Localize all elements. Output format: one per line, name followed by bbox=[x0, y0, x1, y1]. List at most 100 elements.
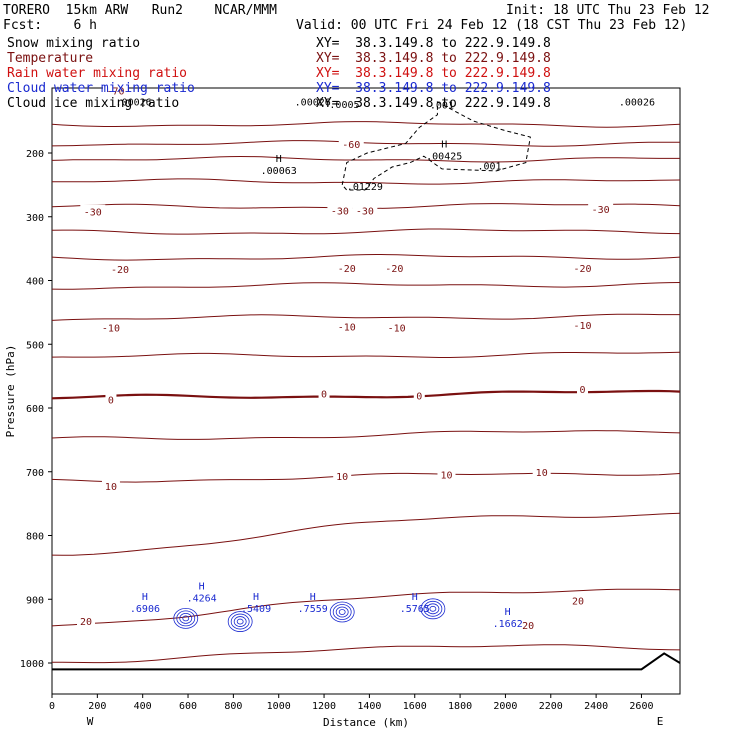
y-tick-label: 800 bbox=[26, 532, 44, 543]
isotherm-label: 0 bbox=[416, 391, 422, 402]
cloud-water-ring bbox=[179, 612, 193, 624]
cloud-water-ring bbox=[423, 600, 443, 617]
legend-snow-label: Snow mixing ratio bbox=[7, 36, 141, 51]
cloud-water-ring bbox=[173, 607, 199, 629]
isotherm-label-bg bbox=[333, 469, 352, 482]
x-tick-label: 2000 bbox=[493, 701, 517, 712]
x-tick-label: 1200 bbox=[312, 701, 336, 712]
cloud-water-ring bbox=[426, 603, 440, 615]
isotherm-label-bg bbox=[381, 260, 407, 273]
x-tick-label: 1000 bbox=[267, 701, 291, 712]
isotherm-label: -20 bbox=[111, 265, 129, 276]
isotherm-line bbox=[51, 313, 680, 321]
isotherm-label-bg bbox=[570, 318, 596, 331]
legend-cloud-water-xy: XY= 38.3.149.8 to 222.9.149.8 bbox=[316, 81, 551, 96]
isotherm-line bbox=[51, 588, 681, 627]
isotherm-label-bg bbox=[334, 260, 360, 273]
cloud-water-max-label: H bbox=[505, 607, 511, 618]
east-label: E bbox=[657, 715, 664, 728]
x-tick-label: 1600 bbox=[403, 701, 427, 712]
cloud-water-ring bbox=[332, 604, 352, 620]
isotherm-line bbox=[51, 178, 681, 185]
isotherm-label: -10 bbox=[573, 321, 591, 332]
ice-max-label: H bbox=[441, 139, 447, 150]
isotherm-label-bg bbox=[570, 260, 596, 273]
isotherm-label: 0 bbox=[321, 389, 327, 400]
isotherm-label-bg bbox=[77, 613, 96, 626]
isotherm-line bbox=[51, 472, 681, 483]
isotherm-label-bg bbox=[101, 478, 120, 491]
isotherm-line bbox=[52, 644, 681, 664]
cloud-water-max-label: H bbox=[253, 592, 259, 603]
isotherm-label-bg bbox=[588, 202, 614, 215]
isotherm-line bbox=[51, 282, 681, 290]
isotherm-label-bg bbox=[318, 386, 330, 399]
ice-max-value: .00425 bbox=[426, 151, 462, 162]
cloud-ice-contour bbox=[341, 101, 531, 191]
x-tick-label: 2600 bbox=[629, 701, 653, 712]
cloud-water-ring bbox=[227, 611, 253, 632]
legend-cloud-water-label: Cloud water mixing ratio bbox=[7, 81, 195, 96]
x-tick-label: 2200 bbox=[539, 701, 563, 712]
isotherm-label: 10 bbox=[440, 470, 452, 481]
y-axis-label: Pressure (hPa) bbox=[4, 345, 17, 438]
x-tick-label: 400 bbox=[134, 701, 152, 712]
cloud-water-ring bbox=[236, 618, 244, 625]
legend-rain-label: Rain water mixing ratio bbox=[7, 66, 188, 81]
y-tick-label: 1000 bbox=[20, 659, 44, 670]
isotherm-label-bg bbox=[334, 319, 360, 332]
isotherm-label: 20 bbox=[80, 617, 92, 628]
x-tick-label: 800 bbox=[224, 701, 242, 712]
isotherm-line bbox=[51, 155, 680, 163]
isotherm-label: 0 bbox=[108, 396, 114, 407]
isotherm-label: -20 bbox=[338, 264, 356, 275]
isotherm-label: -30 bbox=[592, 205, 610, 216]
ice-max-value: .00026 bbox=[116, 97, 152, 108]
cloud-water-ring bbox=[329, 601, 355, 623]
x-axis-label: Distance (km) bbox=[323, 716, 409, 729]
isotherm-line bbox=[51, 351, 681, 358]
cloud-water-max-value: .6906 bbox=[130, 604, 160, 615]
ice-max-value: .00026 bbox=[619, 97, 655, 108]
terrain-line bbox=[52, 652, 681, 671]
y-tick-label: 300 bbox=[26, 213, 44, 224]
isotherm-label: 0 bbox=[579, 385, 585, 396]
west-label: W bbox=[87, 715, 94, 728]
x-tick-label: 0 bbox=[49, 701, 55, 712]
isotherm-line bbox=[51, 253, 681, 261]
header-model: TORERO 15km ARW Run2 NCAR/MMM bbox=[3, 3, 277, 18]
cloud-water-max-label: H bbox=[310, 592, 316, 603]
ice-max-value: .01229 bbox=[347, 182, 383, 193]
legend-temperature-xy: XY= 38.3.149.8 to 222.9.149.8 bbox=[316, 51, 551, 66]
legend-temperature-label: Temperature bbox=[7, 51, 94, 66]
cloud-water-ring bbox=[182, 615, 190, 622]
x-tick-label: 1400 bbox=[357, 701, 381, 712]
header-fcst: Fcst: 6 h bbox=[3, 18, 97, 33]
cloud-water-max-label: H bbox=[142, 592, 148, 603]
ice-max-value: .0005 bbox=[329, 100, 359, 111]
isotherm-label-bg bbox=[98, 320, 124, 333]
y-tick-label: 200 bbox=[26, 149, 44, 160]
cloud-water-ring bbox=[338, 609, 346, 615]
ice-max-label: H bbox=[276, 154, 282, 165]
cloud-water-ring bbox=[429, 605, 437, 612]
isotherm-label: 10 bbox=[536, 468, 548, 479]
isotherm-label: 10 bbox=[105, 482, 117, 493]
cloud-water-ring bbox=[233, 616, 247, 627]
isotherm-label: -10 bbox=[388, 324, 406, 335]
isotherm-label: -10 bbox=[102, 324, 120, 335]
y-tick-label: 400 bbox=[26, 277, 44, 288]
y-tick-label: 600 bbox=[26, 404, 44, 415]
isotherm-label-bg bbox=[577, 381, 589, 394]
isotherm-label: -60 bbox=[342, 140, 360, 151]
isotherm-label-bg bbox=[338, 137, 364, 150]
isotherm-label-bg bbox=[107, 262, 133, 275]
isotherm-label: -10 bbox=[338, 322, 356, 333]
cloud-water-max-value: .1662 bbox=[493, 619, 523, 630]
isotherm-label-bg bbox=[532, 464, 551, 477]
legend-cloud-ice-xy: XY= 38.3.149.8 to 222.9.149.8 bbox=[316, 96, 551, 111]
ice-max-value: .001 bbox=[430, 100, 454, 111]
x-tick-label: 1800 bbox=[448, 701, 472, 712]
isotherm-label: 20 bbox=[572, 597, 584, 608]
